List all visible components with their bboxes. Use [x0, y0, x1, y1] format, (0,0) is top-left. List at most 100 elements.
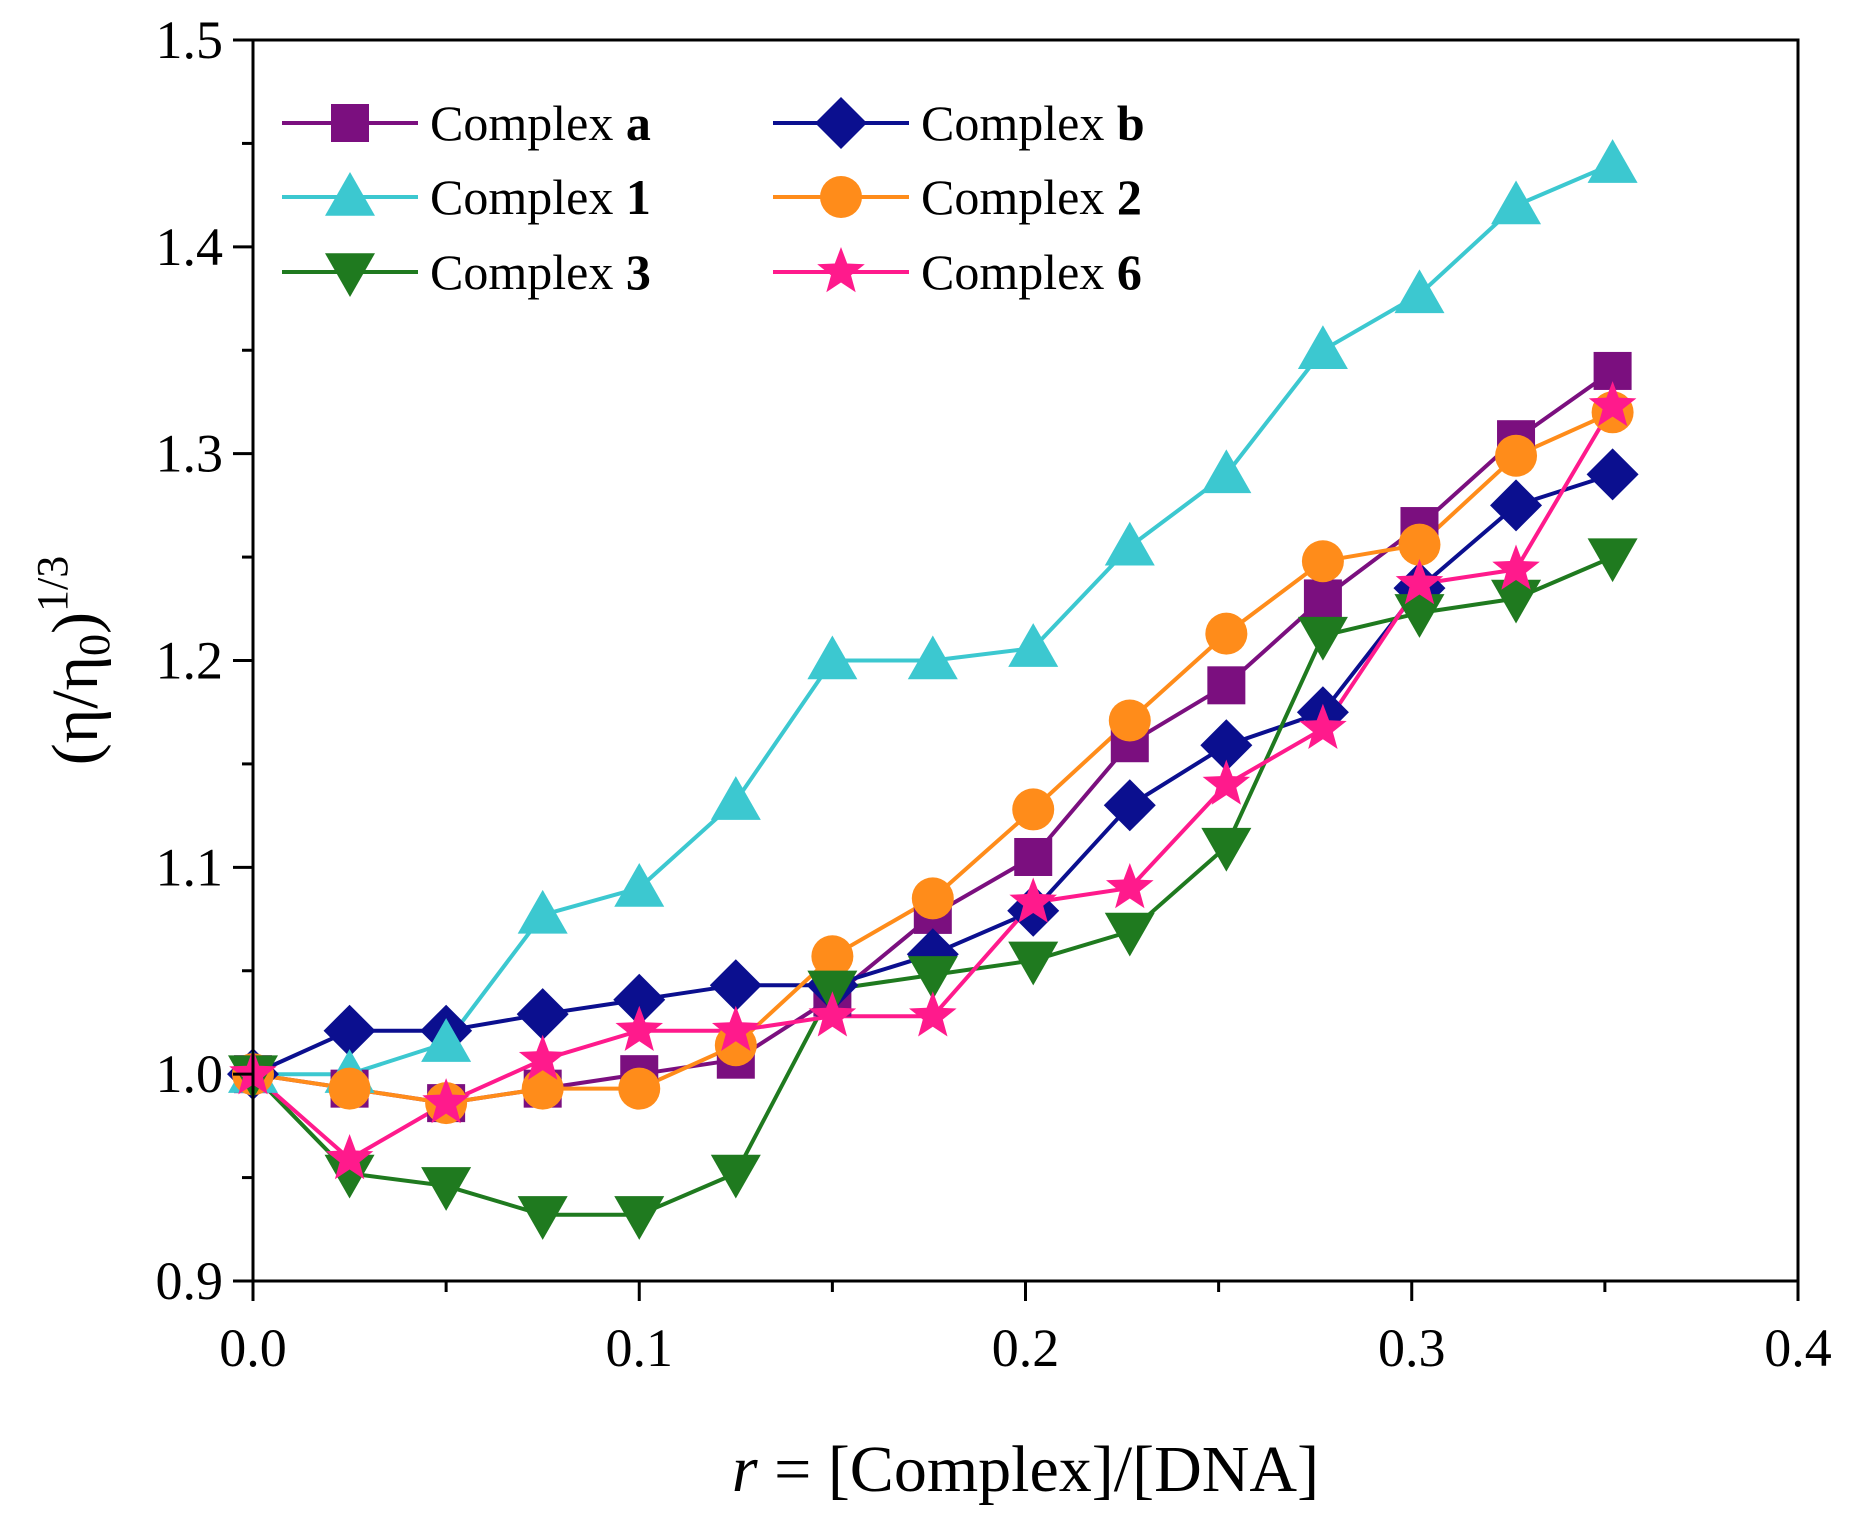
y-title-subscript: 0 — [70, 634, 119, 656]
data-point-complex-6 — [1588, 381, 1637, 427]
data-point-complex-1 — [1201, 449, 1252, 494]
x-axis-title-text: = [Complex]/[DNA] — [758, 1433, 1319, 1506]
legend-marker-complex-1 — [325, 172, 375, 216]
data-point-complex-3 — [1201, 827, 1252, 872]
data-point-complex-2 — [1012, 788, 1055, 831]
y-axis-title: (η/η0)1/3 — [28, 556, 119, 766]
data-point-complex-1 — [907, 635, 958, 680]
data-point-complex-2 — [521, 1067, 564, 1110]
series-layer — [227, 139, 1639, 1240]
data-point-complex-1 — [1104, 521, 1155, 566]
data-point-complex-1 — [421, 1018, 472, 1062]
data-point-complex-3 — [324, 1154, 375, 1199]
data-point-complex-3 — [1104, 912, 1155, 957]
x-tick-label: 0.2 — [992, 1318, 1060, 1378]
data-point-complex-6 — [518, 1034, 567, 1080]
data-point-complex-2 — [618, 1067, 661, 1110]
y-tick-label: 1.3 — [156, 424, 224, 484]
data-point-complex-6 — [1299, 703, 1347, 749]
data-point-complex-b — [516, 988, 569, 1041]
data-point-complex-6 — [615, 1005, 663, 1051]
y-title-superscript: 1/3 — [28, 556, 77, 612]
data-point-complex-6 — [1492, 544, 1540, 590]
legend-label-prefix: Complex — [921, 169, 1117, 225]
data-point-complex-1 — [1008, 623, 1059, 667]
legend-label-id: a — [626, 95, 651, 151]
legend-label-id: 1 — [626, 169, 651, 225]
legend-label-id: 6 — [1117, 244, 1142, 300]
y-title-eta: η — [39, 709, 112, 744]
x-tick-label: 0.3 — [1378, 1318, 1446, 1378]
data-point-complex-2 — [714, 1024, 757, 1067]
legend-item-complex-b: Complex b — [773, 95, 1145, 151]
x-axis-title-variable: r — [732, 1433, 758, 1506]
legend-marker-complex-2 — [820, 176, 862, 218]
data-point-complex-2 — [811, 935, 854, 978]
data-point-complex-3 — [421, 1167, 472, 1211]
x-axis-title: r = [Complex]/[DNA] — [732, 1433, 1319, 1506]
legend-marker-complex-a — [331, 104, 369, 142]
legend-label: Complex a — [430, 95, 651, 151]
legend-label-prefix: Complex — [430, 95, 626, 151]
data-point-complex-b — [709, 959, 762, 1012]
legend-label-prefix: Complex — [921, 244, 1117, 300]
data-point-complex-3 — [1394, 594, 1445, 638]
legend-item-complex-1: Complex 1 — [282, 169, 651, 225]
data-point-complex-6 — [422, 1078, 470, 1124]
legend-label: Complex b — [921, 95, 1145, 151]
y-title-open: ( — [39, 743, 112, 765]
data-point-complex-b — [323, 1004, 376, 1057]
data-point-complex-2 — [1205, 612, 1248, 655]
data-point-complex-a — [1014, 837, 1053, 876]
data-point-complex-3 — [1297, 616, 1348, 661]
y-tick-label: 1.5 — [156, 10, 224, 70]
legend-item-complex-3: Complex 3 — [282, 244, 651, 300]
data-point-complex-6 — [808, 991, 857, 1037]
data-point-complex-1 — [1587, 139, 1638, 183]
y-title-eta0: η — [39, 656, 112, 691]
data-point-complex-a — [1207, 666, 1246, 705]
data-point-complex-2 — [1301, 540, 1344, 583]
data-point-complex-3 — [1491, 579, 1542, 624]
y-title-close: ) — [39, 612, 112, 634]
data-point-complex-1 — [1491, 180, 1542, 225]
data-point-complex-3 — [1587, 538, 1638, 583]
legend-label-id: b — [1117, 95, 1145, 151]
y-tick-label: 1.2 — [156, 631, 224, 691]
legend-item-complex-2: Complex 2 — [773, 169, 1142, 225]
data-point-complex-6 — [1202, 759, 1251, 805]
data-point-complex-1 — [1394, 269, 1445, 314]
data-point-complex-6 — [325, 1134, 374, 1180]
legend-label-id: 2 — [1117, 169, 1142, 225]
data-point-complex-b — [613, 973, 666, 1026]
data-point-complex-3 — [907, 956, 958, 1000]
y-tick-label: 1.4 — [156, 217, 224, 277]
data-point-complex-1 — [517, 889, 568, 934]
y-tick-label: 0.9 — [156, 1251, 224, 1311]
data-point-complex-b — [1586, 448, 1639, 501]
data-point-complex-6 — [712, 1005, 760, 1051]
legend-marker-complex-b — [815, 97, 867, 149]
legend-marker-complex-6 — [817, 247, 865, 293]
legend-label: Complex 3 — [430, 244, 651, 300]
data-point-complex-b — [1200, 719, 1253, 772]
legend-label-prefix: Complex — [430, 244, 626, 300]
data-point-complex-b — [1103, 779, 1156, 832]
data-point-complex-3 — [614, 1196, 665, 1240]
legend-label: Complex 6 — [921, 244, 1142, 300]
y-tick-label: 1.0 — [156, 1044, 224, 1104]
data-point-complex-2 — [1108, 699, 1151, 742]
data-point-complex-1 — [710, 776, 761, 820]
legend-label-prefix: Complex — [921, 95, 1117, 151]
legend-item-complex-6: Complex 6 — [773, 244, 1142, 300]
legend-label: Complex 1 — [430, 169, 651, 225]
data-point-complex-6 — [1395, 559, 1444, 605]
y-tick-label: 1.1 — [156, 837, 224, 897]
data-point-complex-b — [1490, 479, 1543, 532]
data-point-complex-3 — [710, 1154, 761, 1199]
x-tick-label: 0.1 — [606, 1318, 674, 1378]
data-point-complex-1 — [807, 635, 858, 680]
data-point-complex-2 — [911, 877, 954, 920]
